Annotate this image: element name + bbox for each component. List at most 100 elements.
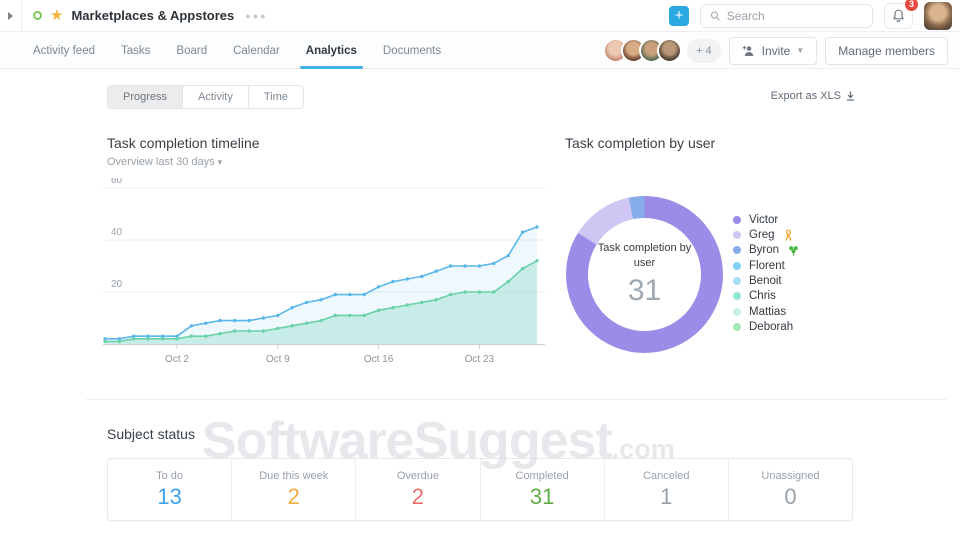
svg-text:Oct 9: Oct 9 [266,354,290,365]
favorite-star-icon[interactable]: ★ [50,7,64,24]
members-overflow-pill[interactable]: + 4 [687,38,721,63]
svg-text:40: 40 [111,227,123,238]
donut-center: Task completion by user 31 [588,218,701,331]
subtab-time[interactable]: Time [247,86,303,108]
status-label: Overdue [396,469,440,482]
chevron-down-icon: ▼ [796,46,805,55]
legend-label: Victor [749,213,779,226]
status-label: To do [156,469,184,482]
legend-label: Mattias [749,305,787,318]
legend-dot-icon [733,215,741,224]
svg-text:Oct 16: Oct 16 [364,354,394,365]
section-divider [86,399,947,400]
bell-icon [893,9,904,22]
timeline-header: Task completion timeline Overview last 3… [107,135,260,168]
legend-item-greg[interactable]: Greg [733,229,799,241]
status-label: Due this week [259,469,329,482]
project-nav: Activity feed Tasks Board Calendar Analytics… [0,33,960,69]
legend-dot-icon [733,323,741,332]
status-due-this-week: Due this week 2 [231,459,355,520]
user-avatar[interactable] [924,1,952,30]
status-label: Unassigned [761,469,820,482]
export-xls-link[interactable]: Export as XLS [771,90,855,102]
status-value: 2 [287,483,300,509]
donut-center-label: Task completion by user [597,242,692,269]
project-nav-right: + 4 Invite ▼ Manage members [603,36,960,65]
tab-calendar[interactable]: Calendar [233,44,280,57]
member-avatar[interactable] [657,38,683,63]
tab-tasks[interactable]: Tasks [121,44,151,57]
subject-status-card: To do 13 Due this week 2 Overdue 2 Completed 31… [107,458,853,521]
notification-badge[interactable]: 3 [904,0,919,12]
donut-chart: Task completion by user 31 [566,196,723,353]
legend-item-chris[interactable]: Chris [733,290,799,303]
subtab-activity[interactable]: Activity [182,86,248,108]
status-to-do: To do 13 [108,459,231,520]
status-unassigned: Unassigned 0 [727,459,852,520]
topbar: ★ Marketplaces & Appstores ●●● + 3 [0,0,960,32]
legend-label: Chris [749,290,776,303]
invite-label: Invite [761,43,791,58]
download-icon [847,91,854,101]
legend-label: Florent [749,259,785,272]
topbar-right: + 3 [669,0,960,30]
status-value: 0 [784,483,797,509]
legend-item-byron[interactable]: Byron [733,244,799,257]
member-avatar-stack [603,38,683,63]
status-value: 2 [411,483,425,509]
status-canceled: Canceled 1 [603,459,728,520]
legend-item-mattias[interactable]: Mattias [733,305,799,318]
status-label: Canceled [643,469,690,482]
svg-text:20: 20 [111,279,123,290]
timeline-range-dropdown[interactable]: Overview last 30 days ▾ [107,156,260,168]
timeline-chart: 20 40 60 Oct 2 Oct 9 Oct 16 Oct 23 [103,175,545,376]
search-input[interactable] [726,8,863,23]
legend-dot-icon [733,246,741,255]
legend-dot-icon [733,230,741,239]
donut-legend: Victor Greg Byron Florent Benoit Chris Mattias… [733,214,799,333]
svg-text:Oct 2: Oct 2 [165,354,189,365]
more-options-icon[interactable]: ●●● [245,10,268,21]
project-header: ★ Marketplaces & Appstores ●●● [22,8,268,23]
legend-dot-icon [733,261,741,270]
notifications: 3 [884,0,919,29]
timeline-range-label: Overview last 30 days [107,156,215,168]
sidebar-expand-icon[interactable] [8,11,13,20]
invite-button[interactable]: Invite ▼ [728,36,818,65]
shamrock-icon [789,245,798,256]
project-color-dot-icon [33,11,42,20]
legend-label: Byron [749,244,780,257]
legend-item-deborah[interactable]: Deborah [733,321,799,334]
status-completed: Completed 31 [479,459,604,520]
legend-dot-icon [733,277,741,286]
chevron-down-icon: ▾ [217,157,223,167]
manage-members-label: Manage members [838,43,935,58]
legend-item-florent[interactable]: Florent [733,259,799,272]
search-box[interactable] [700,3,873,28]
status-value: 1 [660,483,673,509]
donut-center-value: 31 [627,273,662,307]
status-overdue: Overdue 2 [355,459,479,520]
tab-documents[interactable]: Documents [382,44,442,57]
invite-person-icon [742,45,753,56]
search-icon [710,11,720,21]
add-button[interactable]: + [669,5,689,26]
tab-board[interactable]: Board [176,44,208,57]
tab-analytics[interactable]: Analytics [293,33,370,69]
subject-status-title: Subject status [107,426,195,442]
legend-label: Deborah [749,321,794,334]
svg-text:60: 60 [111,178,123,186]
subtab-progress[interactable]: Progress [108,86,183,108]
status-value: 13 [157,483,182,509]
timeline-title: Task completion timeline [107,135,260,151]
legend-dot-icon [733,307,741,316]
manage-members-button[interactable]: Manage members [825,36,948,65]
legend-dot-icon [733,292,741,301]
sidebar-strip [0,0,22,32]
project-tabs: Activity feed Tasks Board Calendar Analytics… [0,33,454,69]
legend-item-benoit[interactable]: Benoit [733,275,799,288]
donut-title: Task completion by user [565,135,716,151]
legend-item-victor[interactable]: Victor [733,213,799,226]
legend-label: Benoit [749,275,782,288]
tab-activity-feed[interactable]: Activity feed [33,44,95,57]
